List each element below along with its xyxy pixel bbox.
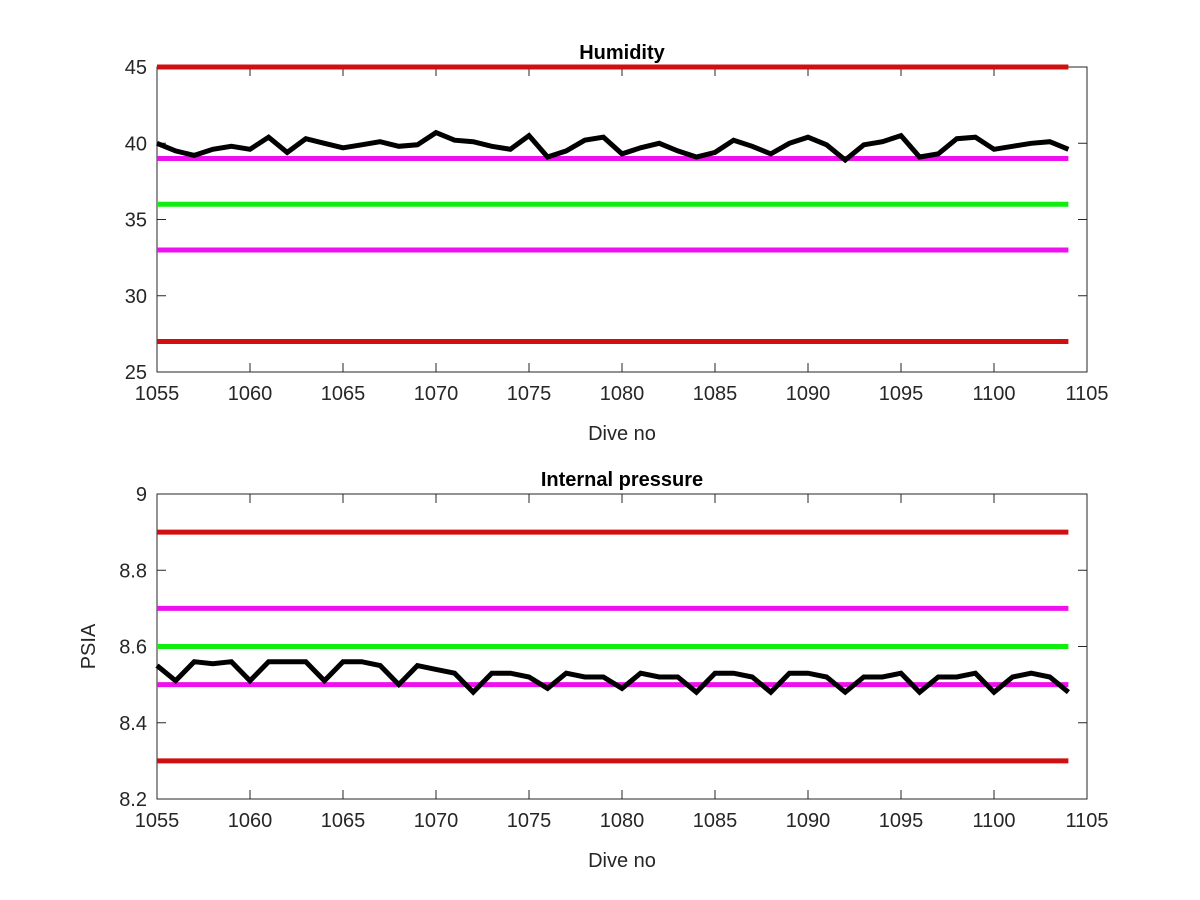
x-tick-label: 1105 (1065, 810, 1108, 832)
x-axis-label: Dive no (588, 423, 656, 445)
x-tick-label: 1095 (879, 383, 924, 405)
chart-title: Humidity (579, 42, 665, 64)
y-axis-label: PSIA (78, 623, 100, 669)
x-tick-label: 1095 (879, 810, 924, 832)
y-tick-label: 40 (125, 133, 147, 155)
x-tick-label: 1080 (600, 383, 645, 405)
x-axis-label: Dive no (588, 850, 656, 872)
humidity-panel: 1055 1060 1065 1070 1075 1080 1085 1090 1095 1100… (125, 42, 1109, 445)
y-tick-label: 8.6 (119, 637, 147, 659)
x-tick-label: 1080 (600, 810, 645, 832)
x-tick-label: 1065 (321, 810, 366, 832)
y-tick-label: 45 (125, 57, 147, 79)
x-tick-label: 1100 (972, 383, 1015, 405)
data-series-line (156, 129, 1070, 164)
x-tick-label: 1070 (414, 383, 459, 405)
x-tick-label: 1065 (321, 383, 366, 405)
x-tick-label: 1075 (507, 810, 552, 832)
x-tick-label: 1085 (693, 383, 738, 405)
y-tick-label: 9 (136, 484, 147, 506)
x-tick-label: 1075 (507, 383, 552, 405)
x-tick-label: 1070 (414, 810, 459, 832)
y-tick-label: 8.4 (119, 713, 147, 735)
x-tick-label: 1100 (972, 810, 1015, 832)
y-tick-label: 8.2 (119, 789, 147, 811)
x-tick-label: 1055 (135, 383, 180, 405)
y-tick-label: 30 (125, 286, 147, 308)
x-tick-label: 1090 (786, 810, 831, 832)
y-tick-label: 35 (125, 210, 147, 232)
plot-area-frame (156, 66, 1088, 373)
x-tick-label: 1090 (786, 383, 831, 405)
internal-pressure-panel: 1055 1060 1065 1070 1075 1080 1085 1090 1095 1100… (78, 469, 1109, 872)
data-series-line (155, 659, 1070, 696)
chart-title: Internal pressure (541, 469, 703, 491)
x-tick-label: 1060 (228, 810, 273, 832)
x-tick-label: 1060 (228, 383, 273, 405)
x-tick-label: 1105 (1065, 383, 1108, 405)
x-tick-label: 1055 (135, 810, 180, 832)
x-tick-label: 1085 (693, 810, 738, 832)
y-tick-label: 8.8 (119, 560, 147, 582)
y-tick-label: 25 (125, 362, 147, 384)
